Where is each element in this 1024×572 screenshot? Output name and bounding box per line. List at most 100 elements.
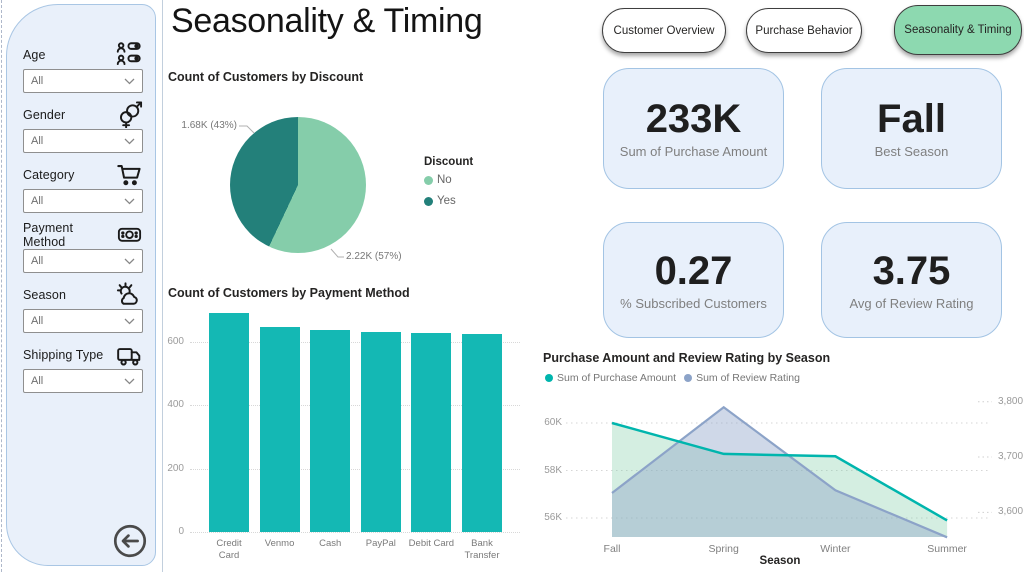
filter-shipping-type-dropdown[interactable]: All: [23, 369, 143, 393]
filter-season-label: Season: [23, 287, 66, 302]
bar-gridline: [190, 405, 520, 407]
tab-seasonality-timing[interactable]: Seasonality & Timing: [894, 5, 1022, 55]
chevron-down-icon: [124, 192, 135, 210]
kpi-value: 0.27: [654, 248, 733, 293]
chevron-down-icon: [124, 372, 135, 390]
area-rating: [612, 407, 948, 538]
legend-label-purchase: Sum of Purchase Amount: [557, 372, 677, 384]
discount-pie-chart[interactable]: [230, 117, 366, 253]
filter-age-dropdown[interactable]: All: [23, 69, 143, 93]
filter-gender: Gender All: [23, 101, 143, 153]
bar-debit-card[interactable]: [411, 333, 452, 532]
legend-dot-purchase: [545, 374, 553, 382]
left-ytick-label: 60K: [544, 417, 562, 428]
filter-category-dropdown[interactable]: All: [23, 189, 143, 213]
bar-ytick-label: 400: [167, 399, 184, 411]
filter-gender-dropdown[interactable]: All: [23, 129, 143, 153]
truck-icon: [115, 342, 143, 368]
back-arrow-icon: [111, 524, 149, 563]
filter-season-value: All: [31, 315, 44, 327]
legend-label-no: No: [437, 174, 452, 186]
bar-gridline: [190, 468, 520, 470]
filter-age: Age All: [23, 41, 143, 93]
bar-bank-transfer[interactable]: [462, 334, 502, 532]
bar-xlabel: Debit Card: [408, 538, 455, 549]
filter-shipping-type: Shipping Type All: [23, 341, 143, 393]
filter-season-dropdown[interactable]: All: [23, 309, 143, 333]
line-sum-of-purchase-amount[interactable]: [611, 421, 948, 522]
filter-season: Season All: [23, 281, 143, 333]
filter-payment-method: Payment Method All: [23, 221, 143, 273]
pie-label-yes: 1.68K (43%): [181, 120, 237, 131]
filter-age-label: Age: [23, 47, 46, 62]
pie-legend-item-yes[interactable]: Yes: [424, 195, 473, 207]
season-xlabel: Spring: [708, 543, 739, 555]
season-line-chart-svg: [566, 401, 992, 539]
kpi-card-best-season: Fall Best Season: [821, 68, 1002, 189]
bar-gridline: [190, 532, 520, 533]
page-title: Seasonality & Timing: [171, 2, 483, 40]
right-ytick-label: 3,800: [998, 395, 1024, 407]
season-line-chart: 60K 58K 56K 3,800 3,700 3,600 Fall Spring Winter…: [540, 388, 1024, 572]
payment-bar-chart: 0 200 400 600 Credit Card Venmo Cash PayPal Debi…: [160, 313, 530, 572]
filter-gender-value: All: [31, 135, 44, 147]
season-axis-title: Season: [759, 555, 801, 567]
back-button[interactable]: [110, 522, 150, 562]
left-ytick-label: 58K: [544, 464, 562, 476]
filter-category-value: All: [31, 195, 44, 207]
banknote-icon: [116, 222, 143, 247]
filter-category: Category All: [23, 161, 143, 213]
legend-item-purchase[interactable]: Sum of Purchase Amount: [545, 372, 676, 384]
right-ytick-label: 3,600: [998, 506, 1024, 518]
kpi-value: 233K: [645, 97, 742, 141]
filter-payment-method-label: Payment Method: [23, 220, 74, 249]
bar-venmo[interactable]: [259, 327, 300, 532]
chevron-down-icon: [124, 312, 135, 330]
gender-icon: [116, 101, 143, 128]
chevron-down-icon: [124, 72, 135, 90]
bar-cash[interactable]: [310, 329, 351, 532]
bar-gridline: [190, 341, 520, 343]
pie-legend-item-no[interactable]: No: [424, 174, 473, 186]
filter-category-label: Category: [23, 167, 75, 182]
bar-credit-card[interactable]: [209, 313, 249, 532]
tab-purchase-behavior[interactable]: Purchase Behavior: [746, 8, 862, 53]
pie-legend: Discount No Yes: [424, 156, 473, 216]
kpi-card-purchase-amount: 233K Sum of Purchase Amount: [603, 68, 784, 189]
kpi-label: Avg of Review Rating: [849, 295, 974, 311]
legend-dot-yes: [424, 196, 433, 206]
pie-chart-title: Count of Customers by Discount: [168, 70, 364, 84]
legend-item-rating[interactable]: Sum of Review Rating: [684, 372, 800, 384]
bar-ytick-label: 0: [178, 526, 184, 537]
season-xlabel: Winter: [820, 543, 851, 555]
kpi-value: Fall: [877, 97, 946, 141]
filter-age-value: All: [31, 75, 44, 87]
kpi-label: Sum of Purchase Amount: [619, 144, 768, 159]
filter-sidebar: Age All Gender: [6, 4, 156, 566]
tab-customer-overview[interactable]: Customer Overview: [602, 8, 726, 53]
kpi-value: 3.75: [872, 248, 951, 293]
pie-label-no: 2.22K (57%): [346, 251, 402, 262]
left-ytick-label: 56K: [544, 512, 562, 523]
weather-icon: [115, 281, 143, 309]
bar-paypal[interactable]: [360, 332, 401, 532]
bar-ytick-label: 200: [167, 462, 184, 474]
kpi-card-subscribed: 0.27 % Subscribed Customers: [603, 222, 784, 338]
filter-gender-label: Gender: [23, 107, 66, 122]
bar-ytick-label: 600: [167, 335, 184, 347]
filter-shipping-type-label: Shipping Type: [23, 347, 104, 362]
chevron-down-icon: [124, 252, 135, 270]
right-ytick-label: 3,700: [998, 451, 1024, 463]
bar-xlabel: Cash: [319, 538, 342, 549]
line-chart-legend: Sum of Purchase Amount Sum of Review Rat…: [545, 372, 808, 384]
kpi-label: % Subscribed Customers: [620, 295, 767, 311]
bar-chart-title: Count of Customers by Payment Method: [168, 286, 410, 300]
cart-icon: [115, 161, 143, 188]
legend-label-yes: Yes: [437, 195, 456, 207]
filter-payment-method-dropdown[interactable]: All: [23, 249, 143, 273]
line-sum-of-review-rating[interactable]: [611, 405, 948, 539]
kpi-card-review-rating: 3.75 Avg of Review Rating: [821, 222, 1002, 338]
bar-xlabel: Bank Transfer: [464, 538, 500, 561]
pane-divider: [162, 0, 163, 572]
